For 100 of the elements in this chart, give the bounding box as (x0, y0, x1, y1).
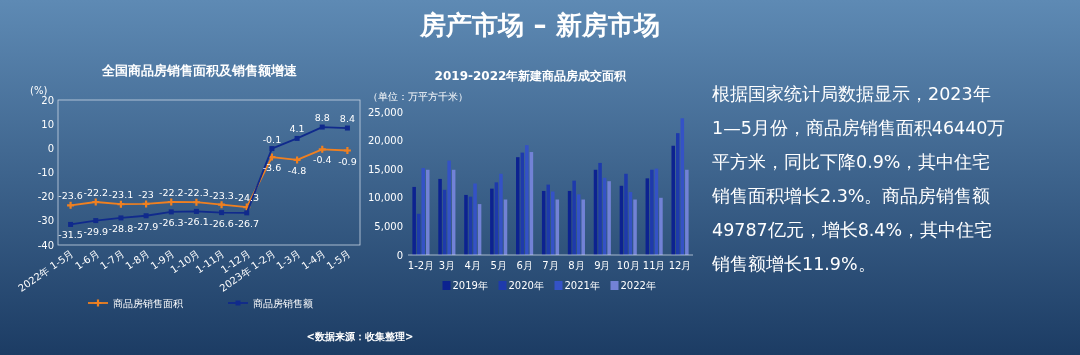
y-tick-label: 25,000 (368, 106, 403, 118)
data-label: -23 (138, 188, 154, 200)
bar (581, 199, 585, 255)
y-tick-label: 20 (41, 94, 54, 106)
point (294, 135, 300, 141)
text: 49787亿元，增长8.4%，其中住宅 (712, 220, 993, 240)
point (269, 146, 275, 152)
data-label: -23.6 (58, 190, 83, 202)
text: 销售额增长11.9%。 (711, 254, 876, 274)
y-tick-label: -30 (37, 215, 54, 227)
y-axis-title: (%) (30, 85, 48, 96)
data-label: -4.8 (287, 164, 307, 176)
bar (572, 180, 576, 255)
data-label: -29.9 (83, 225, 109, 237)
data-label: -26.3 (158, 216, 184, 228)
legend-label: 2019年 (452, 280, 488, 291)
data-label: -26.1 (184, 216, 209, 228)
y-tick-label: 20,000 (368, 135, 403, 147)
text: 根据国家统计局数据显示，2023年 (712, 84, 991, 104)
text: <数据来源：收集整理> (306, 331, 414, 342)
bar (490, 188, 494, 255)
x-tick-label: 10月 (616, 260, 640, 271)
x-tick-label: 5月 (490, 260, 507, 271)
legend-label: 2020年 (508, 280, 544, 291)
data-label: -27.9 (133, 220, 159, 232)
y-tick-label: 15,000 (368, 163, 403, 175)
bar (633, 199, 637, 255)
x-tick-label: 9月 (594, 260, 611, 271)
text: 房产市场 – 新房市场 (419, 10, 660, 40)
bar (624, 173, 628, 255)
bar (421, 168, 425, 255)
point (193, 208, 199, 214)
bar (499, 173, 503, 255)
bar (516, 157, 520, 255)
data-label: -28.8 (108, 222, 134, 234)
x-tick-label: 4月 (464, 260, 481, 271)
bar (676, 133, 680, 255)
x-tick-label: 6月 (516, 260, 533, 271)
bar (412, 186, 416, 255)
chart-title: 全国商品房销售面积及销售额增速 (100, 63, 298, 78)
point (168, 209, 174, 215)
point (319, 124, 325, 130)
point (344, 125, 350, 131)
bar (671, 145, 676, 255)
y-axis-title: （单位：万平方千米） (368, 91, 468, 102)
point (218, 201, 226, 209)
bar (464, 194, 468, 255)
point (318, 145, 326, 153)
point (118, 215, 124, 221)
bar (438, 178, 442, 255)
y-tick-label: -40 (37, 239, 54, 251)
bar (425, 169, 430, 255)
data-label: -0.9 (338, 155, 357, 167)
point (93, 218, 99, 224)
bar (447, 160, 451, 255)
x-tick-label: 1-8月 (123, 247, 152, 272)
bar (525, 145, 529, 255)
bar (650, 169, 654, 255)
point (219, 210, 225, 216)
legend-label: 2021年 (564, 280, 600, 291)
x-tick-label: 8月 (568, 260, 585, 271)
text: 1—5月份，商品房销售面积46440万 (712, 118, 1006, 138)
bar (659, 197, 663, 255)
x-tick-label: 7月 (542, 260, 559, 271)
text: 销售面积增长2.3%。商品房销售额 (711, 186, 991, 206)
bar (473, 183, 477, 255)
data-label: -0.4 (312, 154, 332, 166)
point (92, 198, 100, 206)
data-label: -23.3 (209, 189, 234, 201)
y-tick-label: 5,000 (374, 220, 403, 232)
y-tick-label: 0 (47, 142, 54, 154)
point (293, 156, 301, 164)
x-tick-label: 1-6月 (73, 247, 101, 272)
bar (546, 184, 550, 255)
data-label: -22.3 (184, 187, 209, 199)
point (68, 221, 74, 227)
data-label: 4.1 (289, 123, 305, 135)
point (192, 198, 200, 206)
y-tick-label: -10 (37, 167, 54, 178)
data-label: -26.6 (209, 217, 234, 229)
bar (607, 181, 611, 255)
data-label: 8.8 (314, 112, 330, 124)
y-tick-label: 10,000 (368, 192, 403, 204)
bar (685, 169, 689, 255)
point (117, 200, 125, 208)
y-tick-label: 10 (41, 118, 54, 130)
data-label: -24.3 (234, 192, 260, 204)
point (142, 200, 150, 208)
data-label: -31.5 (58, 229, 83, 241)
legend-label: 2022年 (620, 280, 656, 291)
data-label: -23.1 (108, 189, 134, 201)
x-tick-label: 12月 (668, 260, 692, 271)
text: 平方米，同比下降0.9%，其中住宅 (712, 152, 991, 172)
point (244, 210, 250, 216)
y-tick-label: -20 (37, 191, 54, 203)
data-label: -22.2 (83, 186, 109, 198)
point (343, 147, 351, 155)
y-tick-label: 0 (396, 249, 403, 261)
bar (598, 162, 602, 255)
data-label: 8.4 (339, 113, 355, 125)
